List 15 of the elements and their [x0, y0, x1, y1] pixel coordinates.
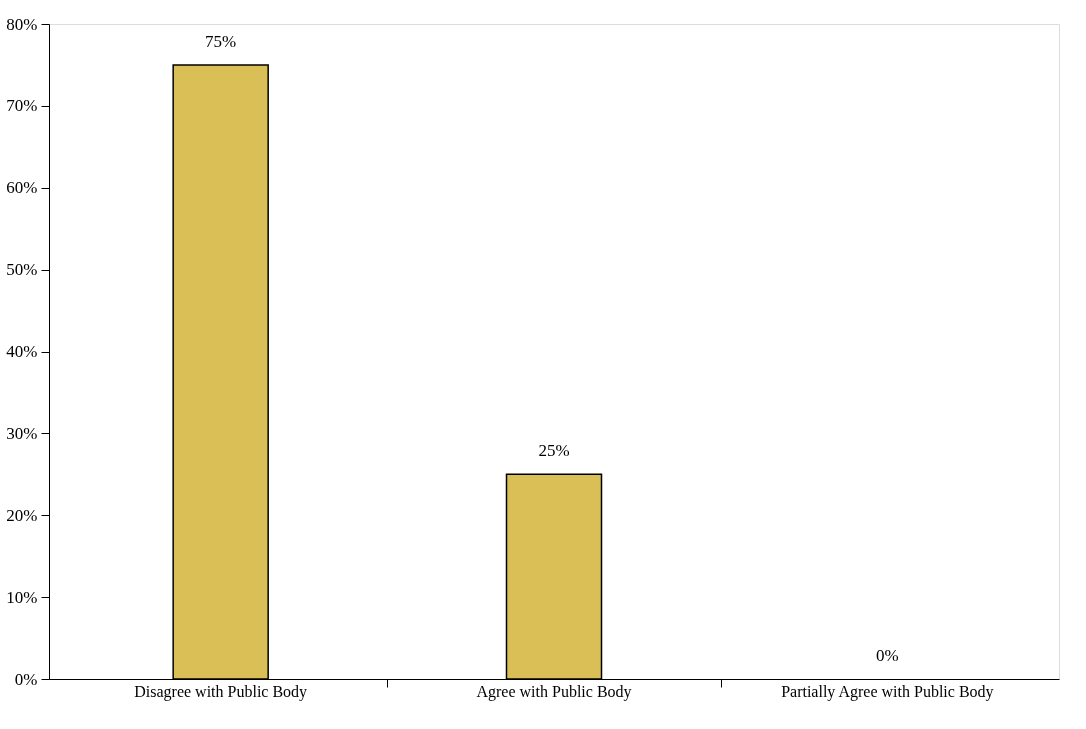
y-tick-label: 10% — [6, 587, 38, 607]
y-tick-label: 80% — [6, 14, 38, 34]
y-tick-label: 30% — [6, 423, 38, 443]
y-tick-label: 50% — [6, 260, 38, 280]
y-tick-label: 0% — [14, 669, 38, 689]
x-tick-label: Disagree with Public Body — [134, 683, 308, 701]
y-tick-label: 70% — [6, 96, 38, 116]
x-tick-label: Partially Agree with Public Body — [781, 683, 994, 701]
y-tick-label: 20% — [6, 505, 38, 525]
data-label: 75% — [205, 31, 237, 51]
y-tick-label: 40% — [6, 342, 38, 361]
data-label: 25% — [538, 441, 570, 461]
x-tick-label: Agree with Public Body — [476, 683, 632, 701]
data-label: 0% — [876, 646, 899, 665]
y-tick-label: 60% — [6, 178, 38, 198]
